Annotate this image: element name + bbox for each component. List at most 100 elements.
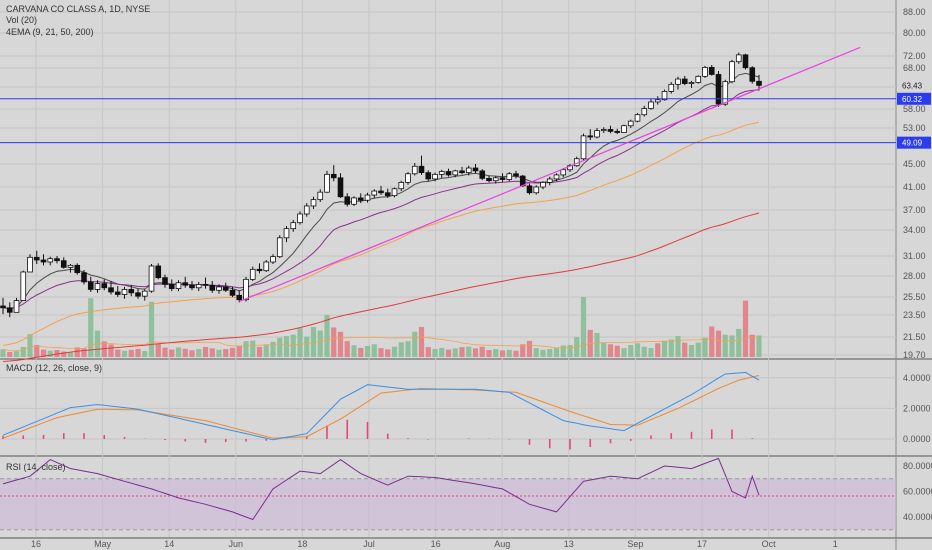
candle-body [189,284,195,289]
volume-bar [641,346,647,357]
volume-bar [648,348,654,357]
rsi-legend: RSI (14, close) [6,462,66,472]
volume-bar [594,333,600,357]
volume-bar [391,346,398,357]
volume-bar [297,328,303,357]
volume-bar [162,347,168,357]
candle-body [681,78,688,84]
candle-body [722,81,729,105]
candle-body [94,283,101,290]
volume-bar [324,315,330,357]
candle-body [324,173,330,193]
volume-bar [452,348,458,357]
candle-body [216,286,222,291]
candle-body [499,177,506,180]
volume-bar [729,335,735,357]
volume-bar [27,334,33,357]
volume-bar [736,328,742,357]
volume-bar [418,327,425,357]
volume-bar [358,347,364,357]
x-tick-label: 1 [833,539,838,549]
candle-body [128,289,135,294]
volume-bar [196,349,202,357]
macd-tick-label: 0.0000 [903,434,931,444]
y-tick-label: 34.00 [903,225,926,235]
price-tag [897,92,931,105]
volume-bar [34,345,40,357]
volume-bar [688,345,695,357]
volume-bar [499,350,506,357]
volume-bar [432,349,438,357]
time-axis: 16 May 14 Jun 18 Jul 16 Aug 13 Sep 17 Oct 1 [31,539,838,549]
candle-body [742,54,749,69]
trendline [239,46,861,303]
candle-body [357,197,364,201]
y-tick-label: 37.00 [903,205,926,215]
macd-legend: MACD (12, 26, close, 9) [6,363,102,373]
candle-body [249,268,256,280]
candle-body [209,284,216,291]
candle-body [594,130,600,138]
candle-body [600,129,607,132]
candle-body [290,222,297,230]
candle-body [121,289,128,295]
rsi-line [2,457,760,521]
volume-bar [128,349,134,357]
volume-bar [675,336,681,357]
x-tick-label: Sep [627,539,643,549]
volume-bar [553,347,560,357]
price-tag-label: 63.43 [902,81,923,90]
volume-bar [148,301,155,357]
candle-body [0,305,6,309]
candle-body [756,80,762,86]
candle-body [310,199,317,207]
candle-body [513,173,519,177]
volume-bar [580,297,587,357]
volume-bar [567,345,573,357]
candle-body [378,190,384,194]
candle-body [688,82,695,84]
candle-body [297,213,303,224]
candle-body [195,283,202,289]
volume-bar [398,342,404,357]
volume-bar [256,346,263,357]
volume-bar [756,335,762,357]
candle-body [364,194,371,201]
volume-bar [310,327,317,357]
y-tick-label: 58.00 [903,104,926,114]
price-tag-label: 49.09 [902,139,923,148]
volume-bar [229,347,236,357]
candle-body [243,278,249,301]
candle-body [67,264,74,268]
volume-bar [13,351,20,357]
volume-bar [371,344,377,357]
volume-bar [81,348,87,357]
candle-body [560,169,567,176]
y-tick-label: 19.70 [903,350,926,360]
rsi-band [0,478,896,530]
candle-body [398,181,405,190]
candle-body [546,178,553,183]
candle-body [708,67,715,75]
volume-bar [715,330,722,357]
volume-bar [209,348,215,357]
volume-bar [634,343,641,357]
candle-body [162,277,168,285]
volume-bar [0,349,6,357]
rsi-tick-label: 40.0000 [903,512,932,522]
candle-body [40,259,47,263]
candle-body [148,265,155,292]
symbol-title: CARVANA CO CLASS A, 1D, NYSE [6,4,150,14]
candle-body [33,256,40,261]
candle-body [452,170,459,176]
volume-bar [337,331,344,357]
y-tick-label: 80.00 [903,28,926,38]
volume-bar [115,349,121,357]
volume-bar [520,344,526,357]
volume-bar [7,351,13,357]
candle-body [445,171,452,176]
volume-bar [169,349,175,357]
candle-body [6,307,13,313]
x-tick-label: Jun [229,539,244,549]
